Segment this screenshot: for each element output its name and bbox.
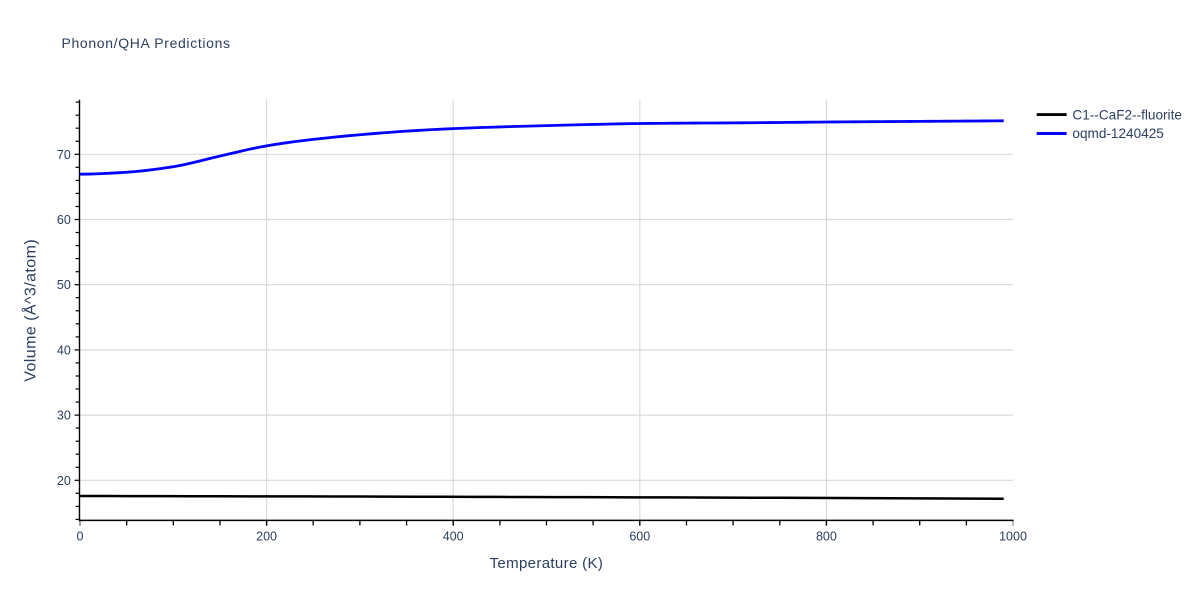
svg-text:20: 20: [57, 474, 71, 488]
svg-text:70: 70: [57, 148, 71, 162]
svg-text:50: 50: [57, 278, 71, 292]
svg-text:400: 400: [443, 529, 464, 543]
svg-text:60: 60: [57, 213, 71, 227]
svg-text:40: 40: [57, 343, 71, 357]
svg-text:oqmd-1240425: oqmd-1240425: [1072, 126, 1163, 141]
svg-text:200: 200: [256, 529, 277, 543]
svg-text:800: 800: [816, 529, 837, 543]
svg-text:1000: 1000: [999, 529, 1027, 543]
svg-text:600: 600: [629, 529, 650, 543]
svg-text:30: 30: [57, 409, 71, 423]
svg-text:Volume (Å^3/atom): Volume (Å^3/atom): [21, 239, 40, 382]
svg-text:Temperature (K): Temperature (K): [490, 555, 604, 572]
svg-text:Phonon/QHA Predictions: Phonon/QHA Predictions: [62, 35, 231, 51]
svg-text:C1--CaF2--fluorite: C1--CaF2--fluorite: [1072, 107, 1182, 122]
svg-text:0: 0: [77, 529, 84, 543]
